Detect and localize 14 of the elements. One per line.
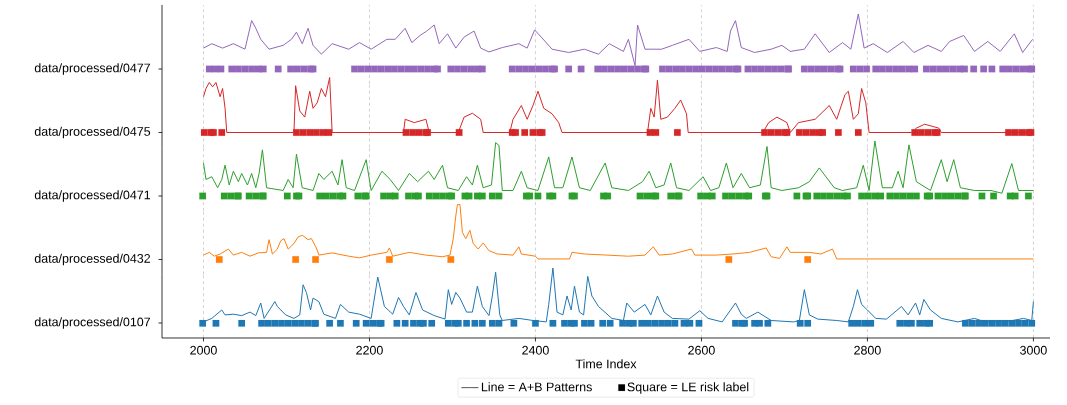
y-axis-title: data/processed/0475 <box>34 126 151 139</box>
y-axis-title: data/processed/0477 <box>34 63 151 75</box>
x-tick-label: 2000 <box>190 345 217 355</box>
x-axis-title: Time Index <box>575 359 637 369</box>
x-tick-label: 2600 <box>688 345 715 355</box>
legend-label: Square = LE risk label <box>627 382 749 394</box>
x-tick-label: 2400 <box>522 345 549 355</box>
x-tick-label: 3000 <box>1020 345 1047 355</box>
legend-label: Line = A+B Patterns <box>481 382 592 392</box>
y-axis-title: data/processed/0432 <box>34 253 151 266</box>
y-axis-title: data/processed/0107 <box>34 317 151 329</box>
x-tick-label: 2800 <box>854 345 881 355</box>
x-tick-label: 2200 <box>356 345 383 355</box>
y-axis-title: data/processed/0471 <box>34 190 151 202</box>
